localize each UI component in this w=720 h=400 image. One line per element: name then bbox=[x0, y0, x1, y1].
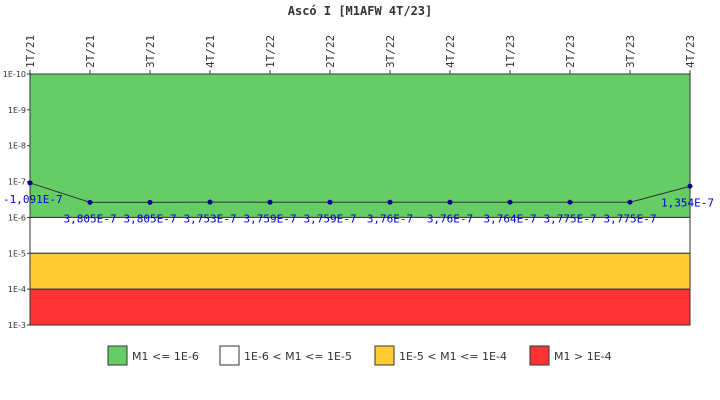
legend: M1 <= 1E-6 1E-6 < M1 <= 1E-5 1E-5 < M1 <= … bbox=[107, 345, 612, 366]
data-point bbox=[147, 199, 153, 205]
x-tick-label: 4T/21 bbox=[204, 35, 217, 68]
y-axis: 1E-10 1E-9 1E-8 1E-7 1E-6 1E-5 1E-4 1E-3 bbox=[3, 70, 31, 330]
data-label: 3,764E-7 bbox=[484, 212, 537, 225]
data-label: 3,805E-7 bbox=[64, 212, 117, 225]
data-point bbox=[267, 199, 273, 205]
y-tick-label: 1E-3 bbox=[8, 321, 26, 330]
data-point bbox=[447, 199, 453, 205]
legend-swatch bbox=[374, 345, 395, 366]
data-point bbox=[387, 199, 393, 205]
x-tick-label: 2T/22 bbox=[324, 35, 337, 68]
legend-label: M1 > 1E-4 bbox=[554, 350, 612, 363]
data-point bbox=[87, 199, 93, 205]
data-point bbox=[627, 199, 633, 205]
x-axis: 1T/21 2T/21 3T/21 4T/21 1T/22 2T/22 3T/22 4T/22… bbox=[24, 35, 697, 74]
x-tick-label: 1T/21 bbox=[24, 35, 37, 68]
y-tick-label: 1E-10 bbox=[3, 70, 26, 79]
legend-label: 1E-6 < M1 <= 1E-5 bbox=[244, 350, 352, 363]
data-point bbox=[687, 183, 693, 189]
y-tick-label: 1E-8 bbox=[8, 142, 26, 151]
data-point bbox=[27, 180, 33, 186]
data-label: 3,805E-7 bbox=[124, 212, 177, 225]
data-label: 1,354E-7 bbox=[661, 196, 714, 209]
band-1 bbox=[29, 216, 691, 254]
x-tick-label: 1T/23 bbox=[504, 35, 517, 68]
data-label: 3,76E-7 bbox=[427, 212, 473, 225]
legend-swatch bbox=[107, 345, 128, 366]
legend-label: 1E-5 < M1 <= 1E-4 bbox=[399, 350, 507, 363]
legend-label: M1 <= 1E-6 bbox=[132, 350, 199, 363]
x-tick-label: 3T/21 bbox=[144, 35, 157, 68]
data-label: 3,775E-7 bbox=[544, 212, 597, 225]
y-tick-label: 1E-7 bbox=[8, 178, 26, 187]
band-2 bbox=[29, 252, 691, 290]
x-tick-label: 3T/23 bbox=[624, 35, 637, 68]
data-point bbox=[567, 199, 573, 205]
data-label: 3,759E-7 bbox=[304, 212, 357, 225]
data-point bbox=[327, 199, 333, 205]
x-tick-label: 3T/22 bbox=[384, 35, 397, 68]
data-label: 3,753E-7 bbox=[184, 212, 237, 225]
y-tick-label: 1E-6 bbox=[8, 213, 26, 222]
chart-title: Ascó I [M1AFW 4T/23] bbox=[288, 4, 433, 18]
series: -1,091E-73,805E-7 3,805E-7 3,753E-7 3,759E-… bbox=[3, 180, 714, 225]
series-line bbox=[29, 182, 691, 203]
legend-swatch bbox=[529, 345, 550, 366]
x-tick-label: 4T/22 bbox=[444, 35, 457, 68]
data-label: 3,76E-7 bbox=[367, 212, 413, 225]
x-tick-label: 1T/22 bbox=[264, 35, 277, 68]
data-label: 3,775E-7 bbox=[604, 212, 657, 225]
data-label: -1,091E-7 bbox=[3, 193, 63, 206]
y-tick-label: 1E-9 bbox=[8, 106, 26, 115]
x-tick-label: 2T/23 bbox=[564, 35, 577, 68]
y-tick-label: 1E-4 bbox=[8, 285, 26, 294]
data-point bbox=[207, 199, 213, 205]
band-3 bbox=[29, 288, 691, 326]
data-label: 3,759E-7 bbox=[244, 212, 297, 225]
legend-swatch bbox=[219, 345, 240, 366]
data-point bbox=[507, 199, 513, 205]
x-tick-label: 4T/23 bbox=[684, 35, 697, 68]
y-tick-label: 1E-5 bbox=[8, 249, 26, 258]
x-tick-label: 2T/21 bbox=[84, 35, 97, 68]
risk-bands bbox=[29, 73, 691, 326]
band-0 bbox=[29, 73, 691, 218]
